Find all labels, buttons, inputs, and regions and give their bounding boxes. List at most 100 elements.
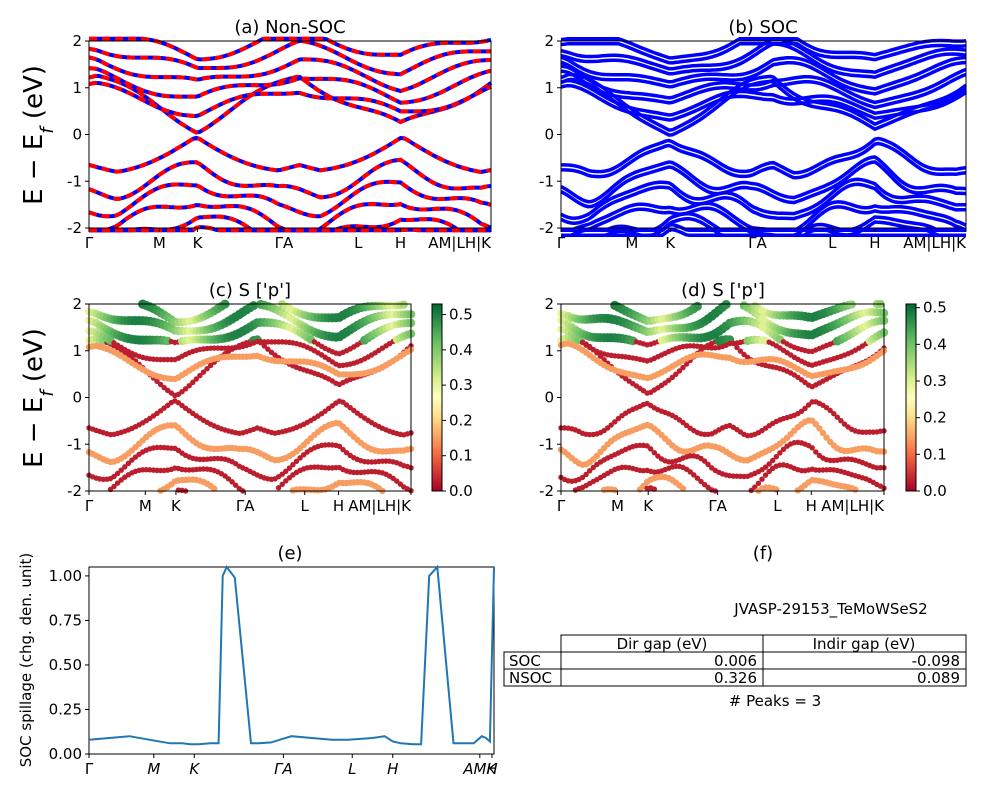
band-line — [560, 160, 967, 209]
band-point — [813, 449, 819, 455]
band-point — [200, 369, 207, 375]
x-tick-label: L — [354, 234, 363, 252]
colorbar-tick-label: 0.4 — [923, 335, 947, 353]
band-point — [679, 485, 687, 492]
x-tick-label: M — [611, 497, 624, 515]
band-point — [780, 446, 787, 453]
row-label-soc: SOC — [509, 652, 541, 670]
band-point — [737, 348, 744, 354]
y-tick-label: 2 — [72, 295, 82, 313]
x-tick-label: ΓA — [236, 497, 255, 515]
y-tick-label: -2 — [539, 482, 554, 500]
band-point — [651, 449, 658, 456]
band-point — [644, 443, 650, 449]
band-point — [748, 487, 754, 494]
band-point — [647, 446, 654, 452]
band-line — [561, 141, 967, 180]
band-point — [773, 453, 780, 460]
colorbar-tick-label: 0.2 — [449, 411, 473, 429]
band-point — [211, 485, 218, 492]
colorbar-gradient — [431, 303, 443, 492]
panel-a-ticks: Γ M K ΓA L H AM|LH|K -2 -1 0 1 2 — [67, 32, 492, 252]
y-tick-label: 0.75 — [49, 611, 82, 629]
band-line — [561, 136, 967, 175]
band-line — [560, 36, 967, 60]
band-point — [680, 364, 686, 371]
band-line — [560, 60, 967, 96]
band-point — [157, 381, 164, 388]
panel-c-ticks: Γ M K ΓA L H AM|LH|K -2 -1 0 1 2 — [67, 295, 412, 515]
x-tick-label: AM|LH|K — [428, 234, 492, 252]
band-point — [579, 474, 586, 481]
x-tick-label: K — [193, 234, 204, 252]
band-point — [827, 407, 833, 414]
band-point — [769, 457, 776, 464]
band-point — [676, 368, 683, 374]
x-tick-label: Γ — [557, 234, 566, 252]
colorbar-tick-label: 0.0 — [449, 482, 473, 500]
x-tick-label: AMK — [462, 760, 497, 778]
panel-e-line — [88, 564, 495, 746]
panel-f-table: (f) JVASP-29153_TeMoWSeS2 Dir gap (eV) I… — [503, 543, 967, 710]
band-point — [651, 486, 658, 492]
band-point — [819, 429, 827, 437]
band-point — [701, 458, 708, 464]
band-point — [608, 422, 614, 428]
x-tick-label: Γ — [85, 497, 94, 515]
band-point — [734, 344, 740, 351]
band-point — [297, 455, 303, 461]
band-point — [197, 372, 203, 379]
soc-indir-gap: -0.098 — [912, 652, 960, 670]
colorbar-gradient — [905, 303, 917, 492]
band-line — [560, 41, 967, 65]
band-line — [560, 177, 966, 220]
x-tick-label: M — [147, 760, 160, 778]
material-name: JVASP-29153_TeMoWSeS2 — [733, 600, 927, 619]
band-line — [561, 227, 966, 238]
x-tick-label: M — [625, 234, 638, 252]
band-point — [399, 300, 408, 309]
y-tick-label: 0.25 — [49, 700, 82, 718]
band-point — [340, 446, 346, 453]
band-point — [586, 468, 593, 474]
band-point — [694, 475, 701, 481]
band-line — [88, 157, 492, 201]
band-point — [283, 468, 289, 475]
band-point — [204, 365, 210, 372]
y-tick-label: 0.50 — [49, 656, 82, 674]
colorbar-tick-label: 0.1 — [923, 445, 947, 463]
panel-f-title: (f) — [753, 543, 773, 564]
band-point — [692, 301, 702, 311]
x-tick-label: Γ — [85, 234, 94, 252]
x-tick-label: H — [869, 234, 880, 252]
band-point — [249, 301, 259, 311]
y-tick-label: 1.00 — [49, 567, 82, 585]
x-tick-label: K — [665, 234, 676, 252]
panel-b-ticks: Γ M K ΓA L H AM|LH|K -2 -1 0 1 2 — [539, 32, 967, 252]
col-header-dir-gap: Dir gap (eV) — [617, 635, 708, 653]
band-point — [129, 457, 135, 463]
x-tick-label: Γ — [85, 760, 94, 778]
x-tick-label: M — [139, 497, 152, 515]
band-point — [232, 482, 239, 488]
band-point — [816, 425, 823, 432]
panel-c-projected: (c) S ['p'] Γ M K ΓA L H AM|LH|K -2 -1 0 1 2 0.0 0.1… — [67, 280, 473, 515]
band-point — [229, 479, 235, 485]
band-point — [122, 464, 128, 470]
y-tick-label: 0.00 — [49, 745, 82, 763]
x-tick-label: L — [348, 760, 356, 778]
x-tick-label: K — [189, 760, 200, 778]
band-line — [560, 155, 967, 204]
nsoc-indir-gap: 0.089 — [917, 669, 960, 687]
x-tick-label: K — [171, 497, 182, 515]
panel-d-title: (d) S ['p'] — [681, 280, 765, 301]
soc-dir-gap: 0.006 — [714, 652, 757, 670]
band-line — [560, 64, 967, 105]
band-point — [207, 362, 214, 369]
panel-a-title: (a) Non-SOC — [234, 17, 345, 38]
band-point — [683, 361, 690, 367]
band-line — [89, 225, 491, 233]
y-tick-label: 1 — [544, 79, 554, 97]
band-point — [590, 464, 597, 471]
